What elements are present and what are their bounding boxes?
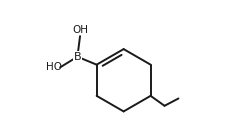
Text: HO: HO xyxy=(45,62,61,72)
Text: OH: OH xyxy=(72,25,88,35)
Text: B: B xyxy=(73,52,81,62)
